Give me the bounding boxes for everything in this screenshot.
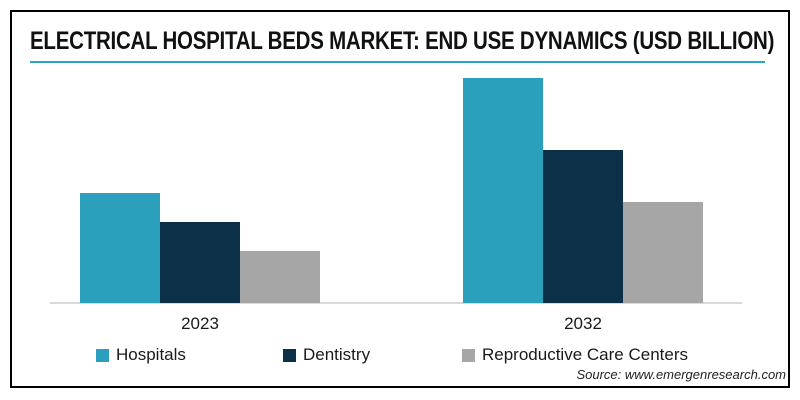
- legend-swatch-icon: [283, 348, 296, 362]
- x-axis-label-2032: 2032: [564, 314, 602, 333]
- legend-item-dentistry: Dentistry: [283, 345, 370, 365]
- chart-border-frame: [10, 10, 790, 388]
- bar-reproductive-care-centers-2032: [623, 202, 703, 303]
- legend-label: Reproductive Care Centers: [482, 345, 688, 364]
- bar-reproductive-care-centers-2023: [240, 251, 320, 303]
- source-credit: Source: www.emergenresearch.com: [576, 367, 786, 382]
- bar-hospitals-2032: [463, 78, 543, 303]
- legend-swatch-icon: [462, 348, 475, 362]
- legend-label: Hospitals: [116, 345, 186, 364]
- legend-swatch-icon: [96, 348, 109, 362]
- x-axis-line: [50, 302, 742, 304]
- legend-label: Dentistry: [303, 345, 371, 364]
- legend-item-reproductive-care-centers: Reproductive Care Centers: [462, 345, 688, 365]
- bar-dentistry-2032: [543, 150, 623, 303]
- title-underline: [30, 61, 765, 63]
- legend-item-hospitals: Hospitals: [96, 345, 186, 365]
- bar-hospitals-2023: [80, 193, 160, 303]
- bar-dentistry-2023: [160, 222, 240, 303]
- chart-title: ELECTRICAL HOSPITAL BEDS MARKET: END USE…: [30, 27, 775, 55]
- x-axis-label-2023: 2023: [181, 314, 219, 333]
